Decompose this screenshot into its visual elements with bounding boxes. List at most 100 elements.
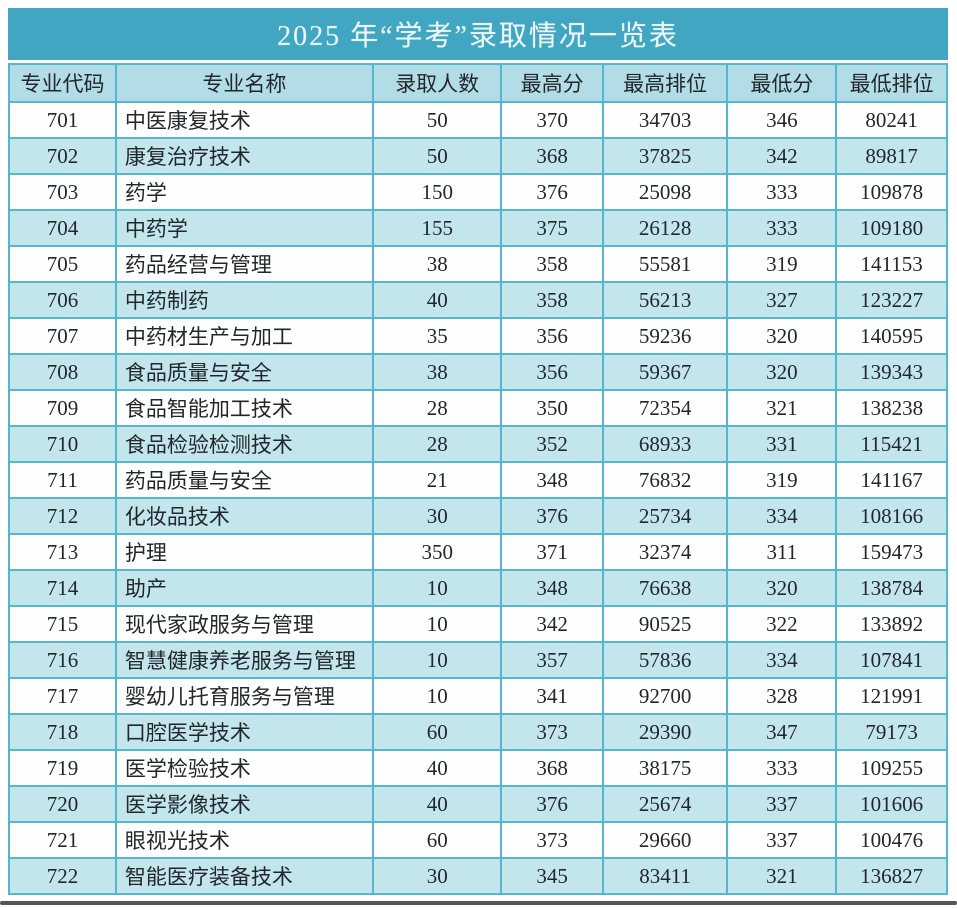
cell-lowest-rank: 141153 (835, 245, 948, 283)
cell-lowest-score: 327 (726, 281, 838, 319)
cell-highest-rank: 29390 (601, 713, 729, 751)
cell-highest-score: 357 (500, 641, 604, 679)
cell-admitted-count: 38 (371, 353, 503, 391)
cell-lowest-rank: 79173 (835, 713, 948, 751)
cell-major-name: 药品经营与管理 (114, 245, 374, 283)
cell-major-name: 中药学 (114, 209, 374, 247)
cell-lowest-score: 320 (726, 317, 838, 355)
cell-highest-score: 356 (500, 353, 604, 391)
cell-lowest-rank: 133892 (835, 605, 948, 643)
cell-lowest-rank: 159473 (835, 533, 948, 571)
cell-highest-rank: 59236 (601, 317, 729, 355)
table-row: 719 医学检验技术 40 368 38175 333 109255 (8, 749, 948, 787)
cell-lowest-rank: 101606 (835, 785, 948, 823)
cell-highest-score: 350 (500, 389, 604, 427)
cell-lowest-rank: 100476 (835, 821, 948, 859)
cell-lowest-rank: 109180 (835, 209, 948, 247)
table-row: 722 智能医疗装备技术 30 345 83411 321 136827 (8, 857, 948, 895)
table-header: 专业代码 专业名称 录取人数 最高分 最高排位 最低分 最低排位 (8, 63, 948, 103)
cell-lowest-score: 321 (726, 857, 838, 895)
cell-lowest-score: 333 (726, 209, 838, 247)
cell-major-name: 食品智能加工技术 (114, 389, 374, 427)
cell-highest-score: 376 (500, 785, 604, 823)
table-row: 711 药品质量与安全 21 348 76832 319 141167 (8, 461, 948, 499)
cell-admitted-count: 21 (371, 461, 503, 499)
cell-highest-score: 368 (500, 137, 604, 175)
column-header-highest-rank: 最高排位 (601, 63, 729, 103)
cell-highest-rank: 57836 (601, 641, 729, 679)
cell-admitted-count: 28 (371, 389, 503, 427)
cell-major-name: 食品质量与安全 (114, 353, 374, 391)
cell-highest-score: 368 (500, 749, 604, 787)
column-header-admitted-count: 录取人数 (371, 63, 503, 103)
cell-highest-score: 358 (500, 245, 604, 283)
admission-results-table: 专业代码 专业名称 录取人数 最高分 最高排位 最低分 最低排位 701 中医康… (8, 63, 948, 895)
cell-highest-score: 345 (500, 857, 604, 895)
cell-highest-score: 376 (500, 173, 604, 211)
column-header-highest-score: 最高分 (500, 63, 604, 103)
cell-major-name: 药学 (114, 173, 374, 211)
cell-major-code: 710 (8, 425, 117, 463)
cell-highest-rank: 56213 (601, 281, 729, 319)
cell-highest-rank: 34703 (601, 101, 729, 139)
cell-lowest-score: 311 (726, 533, 838, 571)
cell-major-code: 717 (8, 677, 117, 715)
cell-highest-rank: 68933 (601, 425, 729, 463)
cell-lowest-score: 342 (726, 137, 838, 175)
table-row: 715 现代家政服务与管理 10 342 90525 322 133892 (8, 605, 948, 643)
cell-highest-score: 341 (500, 677, 604, 715)
cell-admitted-count: 10 (371, 605, 503, 643)
cell-major-name: 助产 (114, 569, 374, 607)
cell-highest-rank: 90525 (601, 605, 729, 643)
cell-highest-rank: 59367 (601, 353, 729, 391)
cell-highest-rank: 26128 (601, 209, 729, 247)
table-row: 721 眼视光技术 60 373 29660 337 100476 (8, 821, 948, 859)
table-row: 710 食品检验检测技术 28 352 68933 331 115421 (8, 425, 948, 463)
cell-major-code: 703 (8, 173, 117, 211)
cell-lowest-rank: 121991 (835, 677, 948, 715)
cell-major-name: 康复治疗技术 (114, 137, 374, 175)
cell-highest-rank: 25098 (601, 173, 729, 211)
table-row: 704 中药学 155 375 26128 333 109180 (8, 209, 948, 247)
column-header-major-code: 专业代码 (8, 63, 117, 103)
cell-highest-rank: 38175 (601, 749, 729, 787)
table-row: 720 医学影像技术 40 376 25674 337 101606 (8, 785, 948, 823)
cell-lowest-score: 319 (726, 245, 838, 283)
cell-admitted-count: 10 (371, 641, 503, 679)
cell-major-code: 704 (8, 209, 117, 247)
cell-lowest-rank: 115421 (835, 425, 948, 463)
cell-major-name: 医学检验技术 (114, 749, 374, 787)
cell-highest-score: 352 (500, 425, 604, 463)
cell-highest-score: 348 (500, 461, 604, 499)
cell-lowest-rank: 109255 (835, 749, 948, 787)
cell-lowest-score: 334 (726, 641, 838, 679)
cell-major-code: 721 (8, 821, 117, 859)
cell-admitted-count: 30 (371, 497, 503, 535)
table-row: 709 食品智能加工技术 28 350 72354 321 138238 (8, 389, 948, 427)
cell-lowest-rank: 123227 (835, 281, 948, 319)
cell-major-code: 706 (8, 281, 117, 319)
cell-highest-rank: 72354 (601, 389, 729, 427)
table-title-bar: 2025 年“学考”录取情况一览表 (8, 8, 948, 60)
table-row: 702 康复治疗技术 50 368 37825 342 89817 (8, 137, 948, 175)
cell-highest-rank: 25674 (601, 785, 729, 823)
cell-admitted-count: 150 (371, 173, 503, 211)
cell-highest-score: 376 (500, 497, 604, 535)
table-row: 718 口腔医学技术 60 373 29390 347 79173 (8, 713, 948, 751)
cell-lowest-rank: 109878 (835, 173, 948, 211)
cell-admitted-count: 35 (371, 317, 503, 355)
cell-major-code: 705 (8, 245, 117, 283)
cell-major-code: 702 (8, 137, 117, 175)
cell-highest-rank: 55581 (601, 245, 729, 283)
cell-major-code: 712 (8, 497, 117, 535)
table-row: 705 药品经营与管理 38 358 55581 319 141153 (8, 245, 948, 283)
cell-lowest-rank: 107841 (835, 641, 948, 679)
cell-highest-rank: 76638 (601, 569, 729, 607)
cell-highest-score: 358 (500, 281, 604, 319)
cell-major-code: 701 (8, 101, 117, 139)
cell-admitted-count: 40 (371, 749, 503, 787)
cell-major-name: 食品检验检测技术 (114, 425, 374, 463)
cell-highest-score: 342 (500, 605, 604, 643)
cell-lowest-score: 347 (726, 713, 838, 751)
cell-admitted-count: 30 (371, 857, 503, 895)
